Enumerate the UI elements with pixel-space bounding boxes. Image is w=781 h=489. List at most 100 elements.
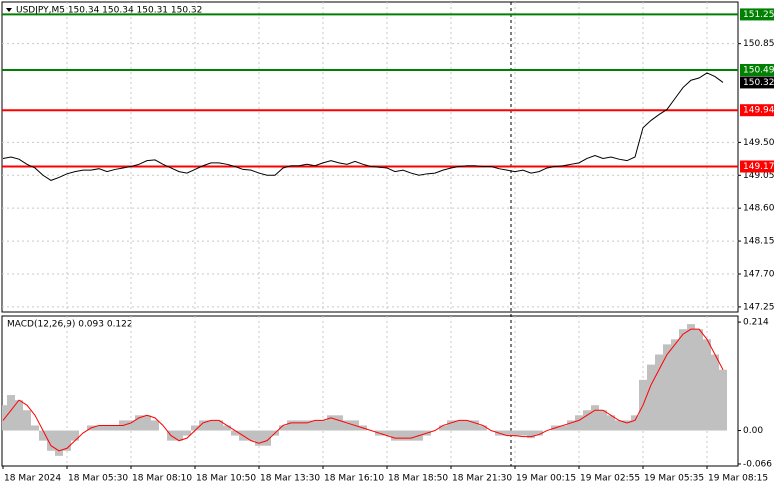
signal-line [2,328,724,452]
histogram-bar [287,420,295,431]
histogram-bar [439,425,447,431]
level-label-box [740,160,774,173]
histogram-bar [15,400,23,431]
histogram-bar [151,420,159,431]
x-tick-label: 18 Mar 08:10 [132,474,192,484]
histogram-bar [223,425,231,431]
y-tick-label: 0.214 [743,318,769,328]
histogram-bar [303,420,311,431]
level-label: 149.94 [743,106,775,116]
histogram-bar [143,415,151,431]
histogram-bar [47,430,55,451]
histogram-bar [231,430,239,436]
y-tick-label: 149.05 [743,171,775,181]
histogram-bar [39,430,47,441]
histogram-bar [127,420,135,431]
histogram-bar [135,415,143,431]
x-tick-label: 19 Mar 02:55 [580,474,640,484]
x-tick-label: 18 Mar 16:10 [324,474,384,484]
histogram-bar [575,415,583,431]
macd-panel [1,315,739,467]
histogram-bar [527,430,535,439]
level-label-box [740,63,774,76]
histogram-bar [479,425,487,431]
histogram-bar [2,405,10,431]
histogram-bar [503,430,511,436]
histogram-bar [615,420,623,431]
x-tick-label: 18 Mar 10:50 [196,474,256,484]
dropdown-arrow [6,8,12,12]
histogram-bar [455,420,463,431]
histogram-bar [311,420,319,431]
histogram-bar [279,425,287,431]
x-tick-label: 18 Mar 13:30 [260,474,320,484]
y-tick-label: 149.50 [743,138,775,148]
panel-title: USDJPY,M5 150.34 150.34 150.31 150.32 [16,6,202,16]
histogram-bar [447,420,455,431]
x-tick-label: 18 Mar 18:50 [388,474,448,484]
histogram-bar [207,420,215,431]
histogram-bar [295,420,303,431]
x-tick-label: 18 Mar 2024 [4,474,61,484]
histogram-bar [7,395,15,431]
histogram-bar [23,410,31,431]
histogram-bar [383,430,391,436]
histogram-bar [655,354,663,431]
histogram-bar [391,430,399,441]
histogram-bar [567,420,575,431]
y-tick-label: 147.70 [743,269,775,279]
histogram-bar [519,430,527,436]
histogram-bar [263,430,271,446]
histogram-bar [471,420,479,431]
histogram-bar [679,329,687,431]
histogram-bar [175,430,183,441]
histogram-bar [623,420,631,431]
histogram-bar [111,425,119,431]
x-tick-label: 19 Mar 00:15 [516,474,576,484]
level-label: 150.49 [743,65,775,75]
histogram-bar [599,410,607,431]
histogram-bar [719,369,727,431]
histogram-bar [559,425,567,431]
histogram-bar [191,425,199,431]
histogram-bar [703,339,711,431]
x-tick-label: 19 Mar 05:35 [644,474,704,484]
level-label: 149.17 [743,162,775,172]
level-label-box [740,8,774,21]
histogram-bar [215,420,223,431]
histogram-bar [711,354,719,431]
price-panel [1,1,739,313]
histogram-bar [199,420,207,431]
y-tick-label: 0.00 [743,426,763,436]
histogram-bar [183,430,191,436]
y-tick-label: -0.066 [743,459,772,469]
histogram-bar [695,329,703,431]
histogram-bar [31,425,39,431]
histogram-bar [663,344,671,431]
level-label-box [740,104,774,117]
histogram-bar [687,324,695,431]
histogram-bar [463,420,471,431]
histogram-bar [103,425,111,431]
last-price-box [740,76,774,89]
histogram-bar [55,430,63,456]
histogram-bar [255,430,263,446]
price-line [2,72,724,181]
y-tick-label: 148.15 [743,237,775,247]
panel-title: MACD(12,26,9) 0.093 0.122 [7,320,133,330]
histogram-bar [535,430,543,436]
histogram-bar [591,405,599,431]
histogram-bar [343,420,351,431]
histogram-bar [63,430,71,451]
level-label: 151.25 [743,10,775,20]
histogram-bar [511,430,519,436]
histogram-bar [327,415,335,431]
histogram-bar [671,339,679,431]
histogram-bar [583,410,591,431]
histogram-bar [247,430,255,441]
y-tick-label: 150.85 [743,39,775,49]
y-tick-label: 148.60 [743,204,775,214]
x-tick-label: 18 Mar 05:30 [68,474,128,484]
histogram-bar [607,415,615,431]
